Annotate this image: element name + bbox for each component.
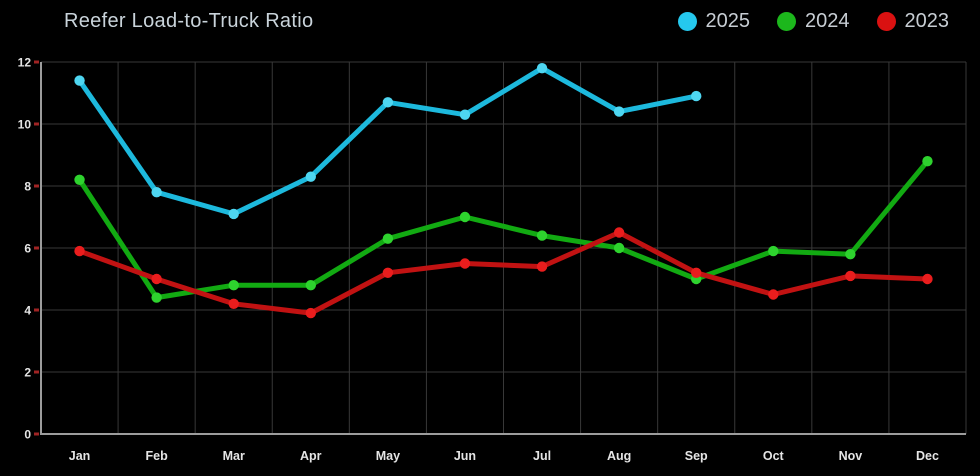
page-title: Reefer Load-to-Truck Ratio — [64, 10, 314, 32]
legend-item-2025[interactable]: 2025 — [677, 10, 751, 33]
svg-text:0: 0 — [24, 428, 31, 442]
svg-text:Jun: Jun — [454, 449, 476, 463]
legend-label-2025: 2025 — [705, 10, 751, 32]
svg-text:2: 2 — [24, 366, 31, 380]
svg-text:10: 10 — [18, 118, 32, 132]
svg-text:Jan: Jan — [69, 449, 91, 463]
svg-text:12: 12 — [18, 56, 32, 70]
svg-text:Apr: Apr — [300, 449, 322, 463]
svg-text:Sep: Sep — [685, 449, 708, 463]
svg-text:Feb: Feb — [146, 449, 169, 463]
svg-text:Dec: Dec — [916, 449, 939, 463]
legend-item-2023[interactable]: 2023 — [876, 10, 950, 33]
legend-dot-2025-icon — [677, 12, 697, 31]
svg-text:Jul: Jul — [533, 449, 551, 463]
legend-dot-2024-icon — [777, 12, 796, 31]
svg-text:Oct: Oct — [763, 449, 785, 463]
svg-text:Aug: Aug — [607, 449, 631, 463]
legend-label-2024: 2024 — [805, 10, 850, 32]
chart-legend: 2025 2024 2023 — [677, 10, 950, 33]
svg-text:4: 4 — [24, 304, 31, 318]
svg-text:8: 8 — [24, 180, 31, 194]
svg-text:Nov: Nov — [839, 449, 863, 463]
svg-text:6: 6 — [24, 242, 31, 256]
svg-text:Mar: Mar — [223, 449, 245, 463]
legend-label-2023: 2023 — [904, 10, 950, 32]
legend-dot-2023-icon — [876, 12, 896, 31]
svg-text:May: May — [376, 449, 400, 463]
legend-item-2024[interactable]: 2024 — [777, 10, 850, 33]
